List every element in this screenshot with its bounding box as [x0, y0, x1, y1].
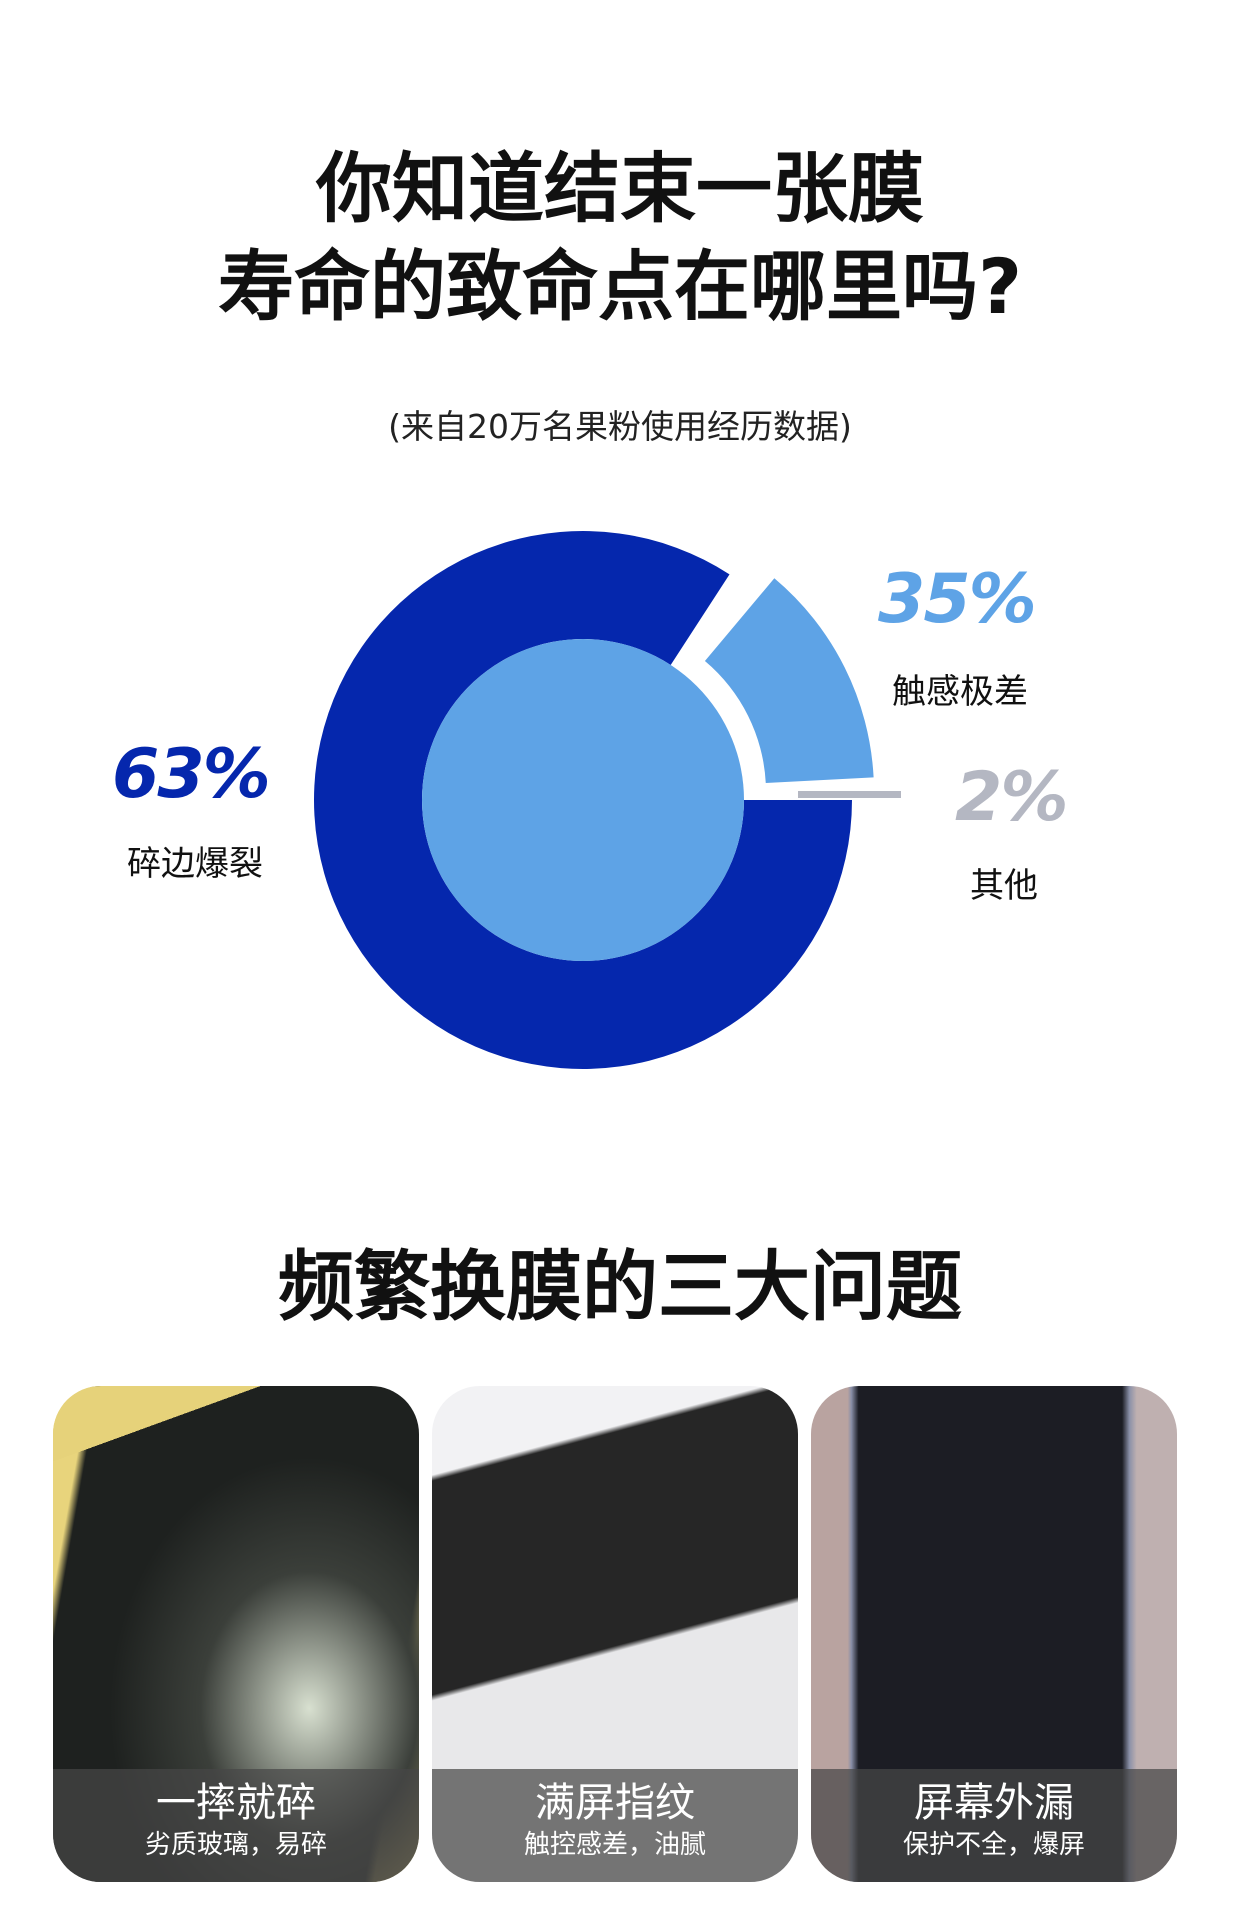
card-title: 屏幕外漏	[914, 1780, 1074, 1826]
slice-label-name-1: 触感极差	[892, 672, 1028, 712]
card-subtitle: 劣质玻璃，易碎	[144, 1830, 327, 1860]
card-title: 一摔就碎	[156, 1780, 316, 1826]
section-title: 频繁换膜的三大问题	[278, 1242, 962, 1331]
slice-1	[704, 578, 874, 784]
slice-0	[313, 531, 852, 1069]
card-subtitle: 保护不全，爆屏	[902, 1830, 1085, 1860]
card-title: 满屏指纹	[535, 1780, 695, 1826]
donut-chart	[313, 531, 901, 1069]
headline-line-2: 寿命的致命点在哪里吗?	[217, 242, 1023, 331]
card-subtitle: 触控感差，油腻	[523, 1830, 706, 1860]
slice-label-name-2: 其他	[970, 866, 1038, 906]
slice-label-value-2: 2%	[955, 758, 1068, 837]
slice-label-name-0: 碎边爆裂	[127, 844, 263, 884]
slice-2	[798, 791, 901, 798]
slice-label-value-0: 63%	[112, 735, 271, 814]
headline-line-1: 你知道结束一张膜	[316, 144, 924, 233]
problem-card-fingerprint: 满屏指纹触控感差，油腻	[432, 1386, 798, 1882]
slice-label-value-1: 35%	[878, 560, 1037, 639]
problem-card-edge: 屏幕外漏保护不全，爆屏	[811, 1386, 1177, 1882]
subtitle: (来自20万名果粉使用经历数据)	[388, 407, 852, 446]
problem-card-shatter: 一摔就碎劣质玻璃，易碎	[53, 1386, 419, 1882]
donut-center	[422, 639, 744, 961]
